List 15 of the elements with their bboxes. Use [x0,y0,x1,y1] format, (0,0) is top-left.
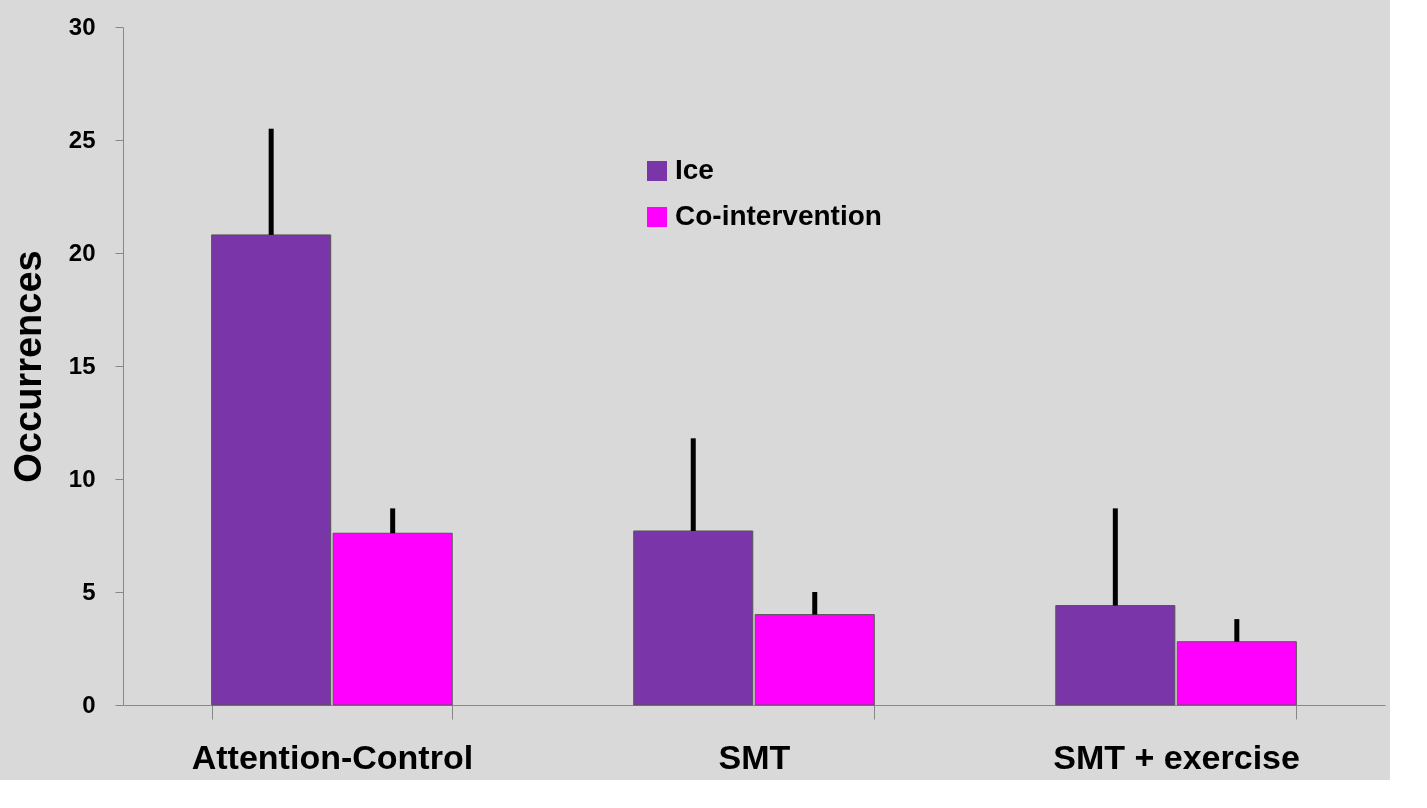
y-tick-label: 5 [82,577,96,605]
y-tick-label: 25 [68,125,96,153]
legend-label: Ice [675,154,714,185]
y-tick-label: 0 [82,690,96,718]
x-tick-label: Attention-Control [191,737,474,776]
y-tick-label: 20 [68,238,96,266]
bar [633,530,754,706]
legend-label: Co-intervention [675,200,882,231]
y-tick-label: 10 [68,464,96,492]
x-tick-label: SMT + exercise [1053,737,1300,776]
y-tick-label: 15 [68,351,96,379]
x-tick-label: SMT [718,737,791,776]
bar [754,614,875,706]
y-tick-label: 30 [68,12,96,40]
y-axis-title: Occurrences [6,250,49,483]
